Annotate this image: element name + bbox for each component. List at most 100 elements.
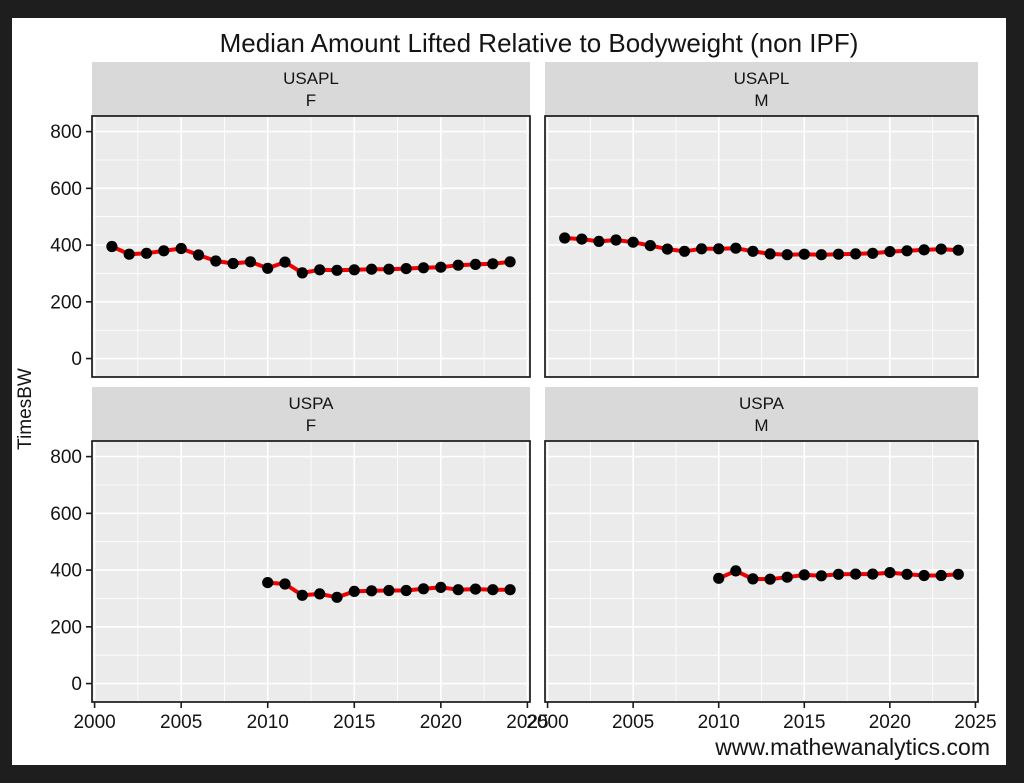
data-point	[935, 243, 947, 255]
facet-uspa-m: USPA M 2000 2005 2010 2015 2020 2025	[526, 387, 997, 733]
data-point	[400, 263, 412, 275]
x-tick-label: 2010	[247, 712, 289, 733]
data-point	[952, 244, 964, 256]
strip-label-sex: F	[306, 91, 316, 110]
data-point	[781, 249, 793, 261]
data-point	[106, 240, 118, 253]
data-point	[901, 568, 913, 580]
panel-border	[91, 440, 531, 703]
data-point	[576, 233, 588, 245]
strip-label-sex: M	[754, 91, 768, 110]
x-tick-label: 2015	[783, 712, 825, 733]
y-tick-label: 800	[50, 122, 82, 143]
data-point	[348, 585, 360, 598]
y-tick-label: 0	[71, 349, 82, 370]
data-point	[366, 585, 378, 597]
data-point	[210, 255, 222, 267]
data-point	[901, 245, 913, 257]
data-point	[867, 568, 879, 580]
data-point	[469, 258, 482, 270]
data-point	[296, 589, 308, 601]
data-point	[123, 248, 135, 260]
data-point	[952, 568, 964, 580]
data-point	[314, 264, 326, 276]
data-point	[487, 258, 499, 270]
data-point	[815, 249, 828, 261]
data-point	[400, 584, 412, 597]
data-point	[764, 248, 776, 260]
data-point	[469, 583, 482, 595]
chart-title: Median Amount Lifted Relative to Bodywei…	[219, 28, 859, 58]
data-point	[815, 570, 828, 582]
data-point	[417, 262, 430, 274]
panel-border	[91, 115, 531, 378]
data-point	[884, 567, 896, 579]
data-point	[331, 264, 343, 276]
data-point	[730, 242, 742, 254]
data-point	[713, 572, 725, 584]
x-tick-label: 2020	[869, 712, 911, 733]
data-point	[296, 267, 308, 279]
data-point	[227, 257, 239, 270]
data-point	[314, 588, 326, 600]
data-point	[452, 584, 464, 596]
data-point	[867, 247, 879, 259]
data-point	[661, 243, 674, 255]
data-point	[192, 249, 205, 261]
data-point	[331, 591, 343, 603]
facet-strip	[545, 387, 978, 441]
data-point	[559, 232, 571, 244]
data-point	[644, 240, 656, 252]
x-tick-label: 2025	[954, 712, 996, 733]
strip-label-federation: USAPL	[734, 69, 790, 88]
data-point	[918, 569, 930, 582]
data-point	[504, 256, 516, 268]
facet-strip	[545, 62, 978, 116]
strip-label-federation: USPA	[288, 394, 334, 413]
data-point	[487, 584, 499, 596]
data-point	[935, 569, 947, 582]
y-tick-label: 600	[50, 504, 82, 525]
x-tick-label: 2005	[160, 712, 202, 733]
x-tick-label: 2005	[612, 712, 654, 733]
data-point	[764, 573, 776, 585]
data-point	[696, 243, 708, 255]
data-point	[832, 248, 845, 260]
facet-grid-plot: USAPLF8006004002000USAPLMUSPAF8006004002…	[50, 62, 997, 733]
facet-usapl-f: USAPL F 800 600 400 200 0	[50, 62, 531, 378]
x-tick-label: 2010	[698, 712, 740, 733]
data-point	[262, 577, 274, 589]
data-point	[593, 235, 605, 247]
data-point	[158, 245, 170, 257]
data-point	[383, 263, 395, 275]
y-tick-label: 600	[50, 179, 82, 200]
caption-watermark: www.mathewanalytics.com	[715, 734, 990, 760]
y-tick-label: 0	[71, 674, 82, 695]
strip-label-sex: M	[754, 416, 768, 435]
data-point	[279, 578, 291, 590]
y-tick-label: 400	[50, 236, 82, 257]
data-point	[781, 571, 793, 583]
data-point	[610, 234, 622, 246]
data-point	[747, 245, 759, 257]
data-point	[417, 583, 430, 595]
data-point	[730, 565, 742, 577]
data-point	[850, 248, 862, 260]
data-point	[747, 573, 759, 585]
x-tick-label: 2025	[506, 712, 548, 733]
data-point	[504, 584, 516, 596]
data-point	[175, 242, 187, 255]
data-point	[279, 256, 291, 268]
data-point	[383, 584, 395, 597]
data-point	[627, 236, 639, 248]
panel-border	[544, 440, 979, 703]
data-point	[832, 568, 845, 580]
data-point	[366, 263, 378, 275]
chart-canvas: Median Amount Lifted Relative to Bodywei…	[12, 18, 1006, 765]
data-point	[918, 244, 930, 256]
y-tick-label: 200	[50, 617, 82, 638]
x-tick-label: 2020	[420, 712, 462, 733]
data-point	[435, 261, 447, 273]
data-point	[678, 245, 691, 257]
x-tick-label: 2000	[73, 712, 115, 733]
